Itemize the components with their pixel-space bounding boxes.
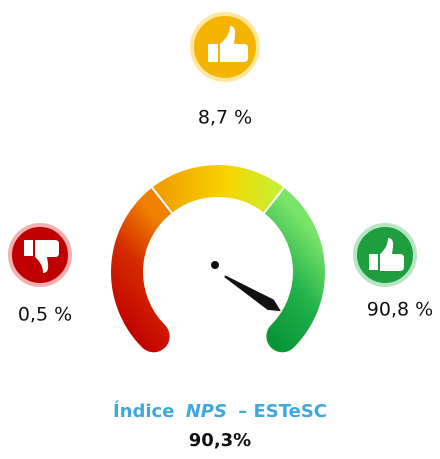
needle — [224, 275, 281, 312]
gauge-zone — [152, 165, 284, 214]
promoter-icon — [353, 223, 417, 287]
index-title: Índice NPS – ESTeSC — [113, 400, 327, 422]
index-value: 90,3% — [189, 430, 251, 451]
title-part: Índice — [113, 400, 174, 422]
promoter-label: 90,8 % — [367, 299, 433, 321]
gauge-zone — [255, 182, 325, 353]
title-part: – ESTeSC — [238, 401, 327, 422]
gauge — [111, 165, 325, 353]
detractor-label: 0,5 % — [18, 304, 72, 326]
needle-hub — [211, 261, 219, 269]
neutral-label: 8,7 % — [198, 107, 252, 129]
needle-group — [224, 275, 281, 312]
title-part: NPS — [186, 401, 227, 422]
gauge-zone — [111, 182, 181, 353]
neutral-icon — [190, 12, 260, 82]
detractor-icon — [8, 223, 72, 287]
gauge-separator — [150, 186, 174, 215]
gauge-separator — [262, 186, 286, 215]
